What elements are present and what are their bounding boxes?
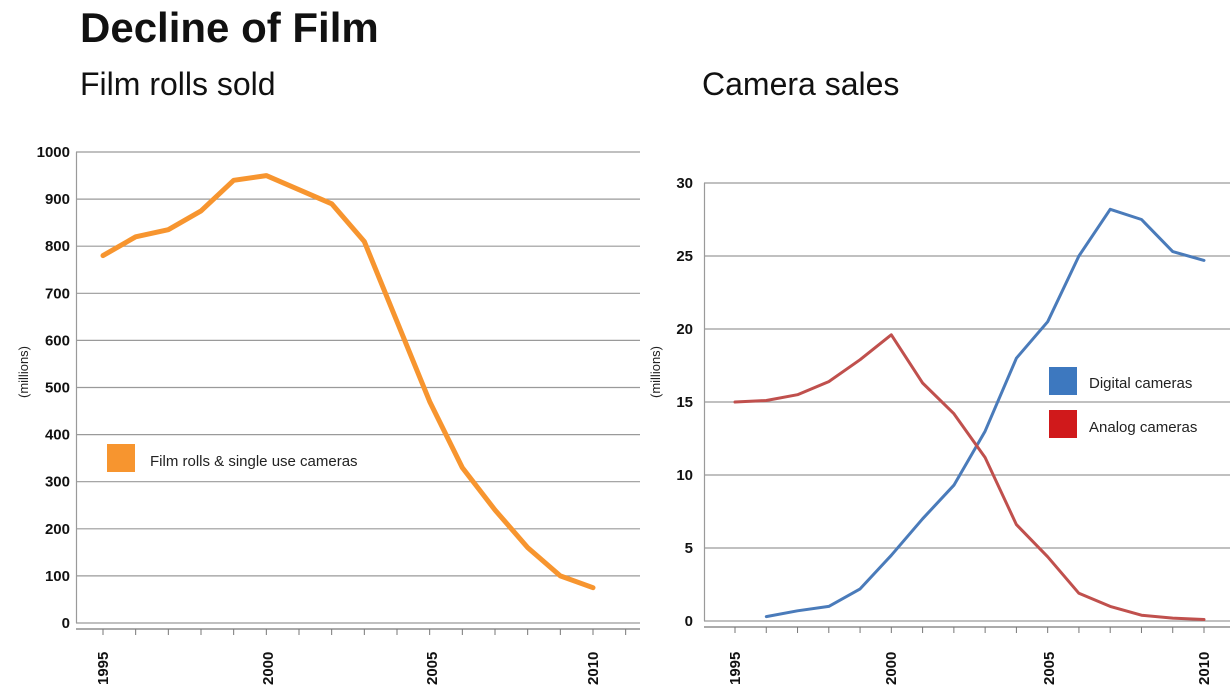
chart-film-rolls: 0 100 200 300 400 500 600 700 800 900 1000 1995 2000… [16, 144, 640, 685]
main-title: Decline of Film [80, 4, 379, 51]
y-tick-label: 700 [45, 285, 70, 302]
series-line-digital-cameras [764, 207, 1206, 619]
legend-label: Digital cameras [1089, 375, 1192, 392]
y-tick-label: 20 [676, 321, 693, 338]
y-tick-label: 0 [62, 615, 70, 632]
x-tick-label: 2000 [883, 652, 900, 685]
chart-camera-sales: 0 5 10 15 20 25 30 1995 2000 2005 2010 (millions) Di… [648, 175, 1230, 685]
x-tick-label: 2010 [585, 652, 602, 685]
y-tick-label: 900 [45, 191, 70, 208]
y-tick-label: 10 [676, 467, 693, 484]
legend-swatch [1049, 367, 1077, 395]
x-tick-label: 1995 [727, 652, 744, 685]
y-tick-label: 15 [676, 394, 693, 411]
y-tick-label: 200 [45, 521, 70, 538]
y-tick-label: 500 [45, 380, 70, 397]
x-tick-label: 1995 [95, 652, 112, 685]
legend-swatch [107, 444, 135, 472]
legend-label: Analog cameras [1089, 419, 1197, 436]
y-tick-label: 600 [45, 332, 70, 349]
legend-label: Film rolls & single use cameras [150, 453, 358, 470]
y-tick-label: 0 [685, 613, 693, 630]
y-tick-label: 5 [685, 540, 693, 557]
x-tick-label: 2010 [1196, 652, 1213, 685]
x-tick-label: 2005 [1041, 652, 1058, 685]
chart-title-camera-sales: Camera sales [702, 66, 900, 102]
x-tick-label: 2005 [424, 652, 441, 685]
chart-title-film-rolls: Film rolls sold [80, 66, 276, 102]
x-tick-label: 2000 [260, 652, 277, 685]
y-axis-label: (millions) [648, 346, 663, 398]
y-tick-label: 300 [45, 474, 70, 491]
y-tick-label: 1000 [37, 144, 70, 161]
y-tick-label: 800 [45, 238, 70, 255]
y-axis-label: (millions) [16, 346, 31, 398]
y-tick-label: 400 [45, 427, 70, 444]
y-tick-label: 25 [676, 248, 693, 265]
series-line-analog-cameras [733, 333, 1206, 621]
series-line-film-rolls-single-use-cameras [100, 173, 596, 591]
y-tick-label: 30 [676, 175, 693, 192]
y-tick-label: 100 [45, 568, 70, 585]
legend-swatch [1049, 410, 1077, 438]
